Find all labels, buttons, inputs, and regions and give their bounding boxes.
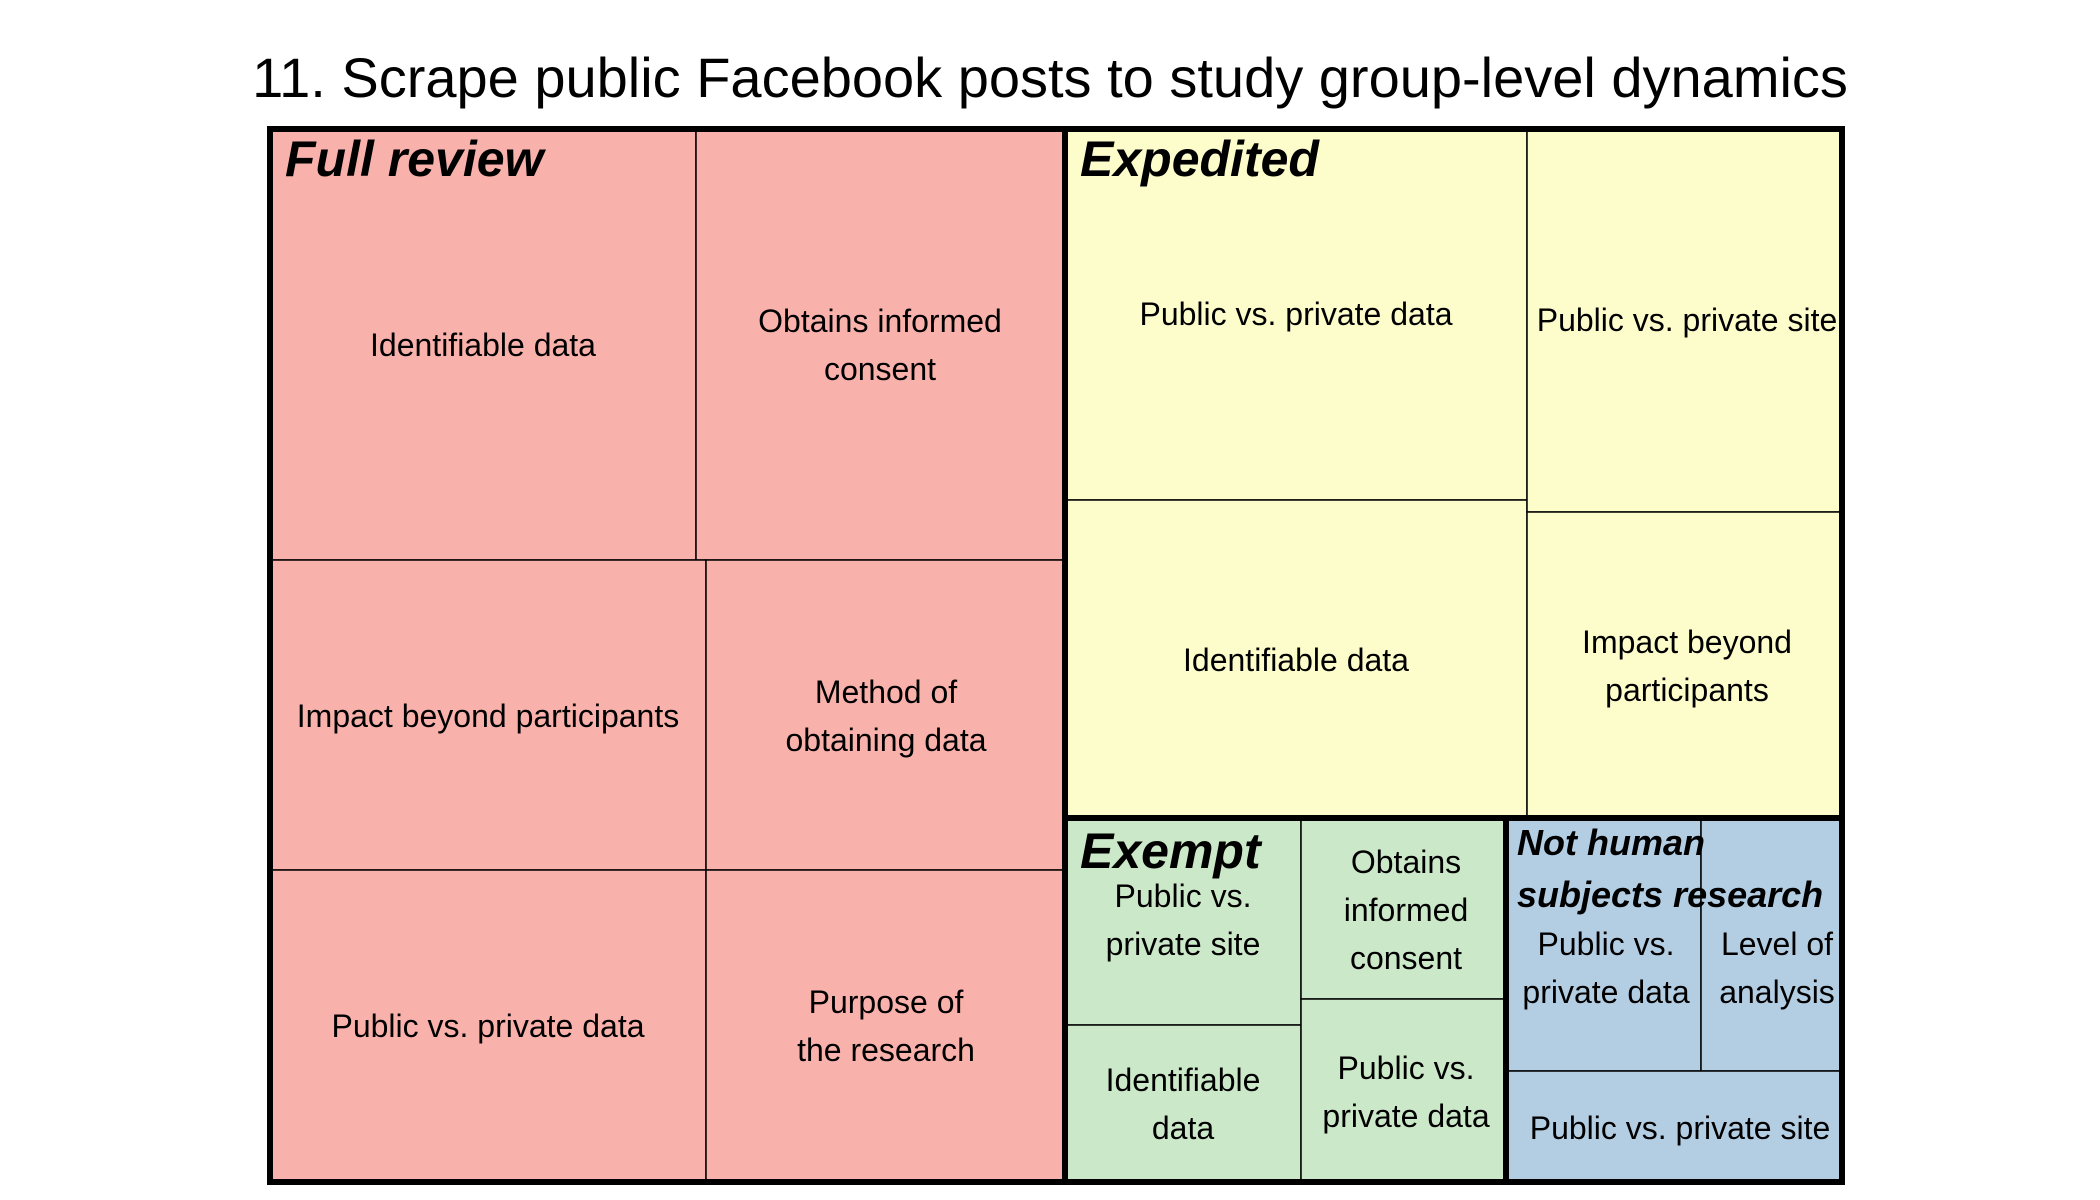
treemap-cell-full-review-purpose-of-the-research xyxy=(705,869,1066,1183)
cell-label-full-review-public-vs-private-data: Public vs. private data xyxy=(331,1008,644,1044)
treemap-cell-exempt-identifiable-data xyxy=(1064,1024,1302,1183)
cell-label-not-human-subjects-research-public-vs-private-site: Public vs. private site xyxy=(1530,1110,1831,1146)
treemap-cell-full-review-method-of-obtaining-data xyxy=(705,559,1066,871)
cell-label-exempt-identifiable-data: Identifiable data xyxy=(1106,1062,1261,1146)
cell-label-full-review-impact-beyond-participants: Impact beyond participants xyxy=(297,698,679,734)
cell-label-full-review-obtains-informed-consent: Obtains informed consent xyxy=(758,303,1002,387)
cell-label-expedited-public-vs-private-site: Public vs. private site xyxy=(1537,302,1838,338)
treemap-cell-expedited-impact-beyond-participants xyxy=(1526,511,1843,819)
cell-label-full-review-identifiable-data: Identifiable data xyxy=(370,327,596,363)
group-label-expedited: Expedited xyxy=(1080,131,1320,187)
group-label-not-human-subjects-research: Not human subjects research xyxy=(1517,822,1823,915)
cell-label-expedited-impact-beyond-participants: Impact beyond participants xyxy=(1582,624,1792,708)
treemap-cell-exempt-public-vs-private-data xyxy=(1300,998,1507,1183)
treemap-cell-expedited-public-vs-private-site xyxy=(1526,128,1843,513)
treemap-cell-exempt-obtains-informed-consent xyxy=(1300,817,1507,1000)
cell-label-exempt-public-vs-private-data: Public vs. private data xyxy=(1322,1050,1489,1134)
treemap-cell-full-review-public-vs-private-data xyxy=(269,869,707,1183)
group-border-not-human-subjects-research xyxy=(1503,815,1845,1185)
chart-title: 11. Scrape public Facebook posts to stud… xyxy=(252,46,1848,109)
treemap-cell-full-review-impact-beyond-participants xyxy=(269,559,707,871)
group-label-full-review: Full review xyxy=(285,131,547,187)
cell-label-not-human-subjects-research-level-of-analysis: Level of analysis xyxy=(1719,926,1835,1010)
cell-label-not-human-subjects-research-public-vs-private-data: Public vs. private data xyxy=(1522,926,1689,1010)
cell-label-exempt-public-vs-private-site: Public vs. private site xyxy=(1106,878,1261,962)
cell-label-full-review-purpose-of-the-research: Purpose of the research xyxy=(797,984,975,1068)
treemap-cell-not-human-subjects-research-level-of-analysis xyxy=(1700,817,1843,1072)
treemap-cell-exempt-public-vs-private-site xyxy=(1064,817,1302,1026)
cell-label-full-review-method-of-obtaining-data: Method of obtaining data xyxy=(785,674,986,758)
group-label-exempt: Exempt xyxy=(1080,823,1263,879)
cell-label-exempt-obtains-informed-consent: Obtains informed consent xyxy=(1344,844,1469,976)
treemap-cell-expedited-public-vs-private-data xyxy=(1064,128,1528,501)
treemap-cell-full-review-identifiable-data xyxy=(269,128,697,561)
cell-label-expedited-public-vs-private-data: Public vs. private data xyxy=(1139,296,1452,332)
cell-label-expedited-identifiable-data: Identifiable data xyxy=(1183,642,1409,678)
treemap-cell-full-review-obtains-informed-consent xyxy=(695,128,1066,561)
